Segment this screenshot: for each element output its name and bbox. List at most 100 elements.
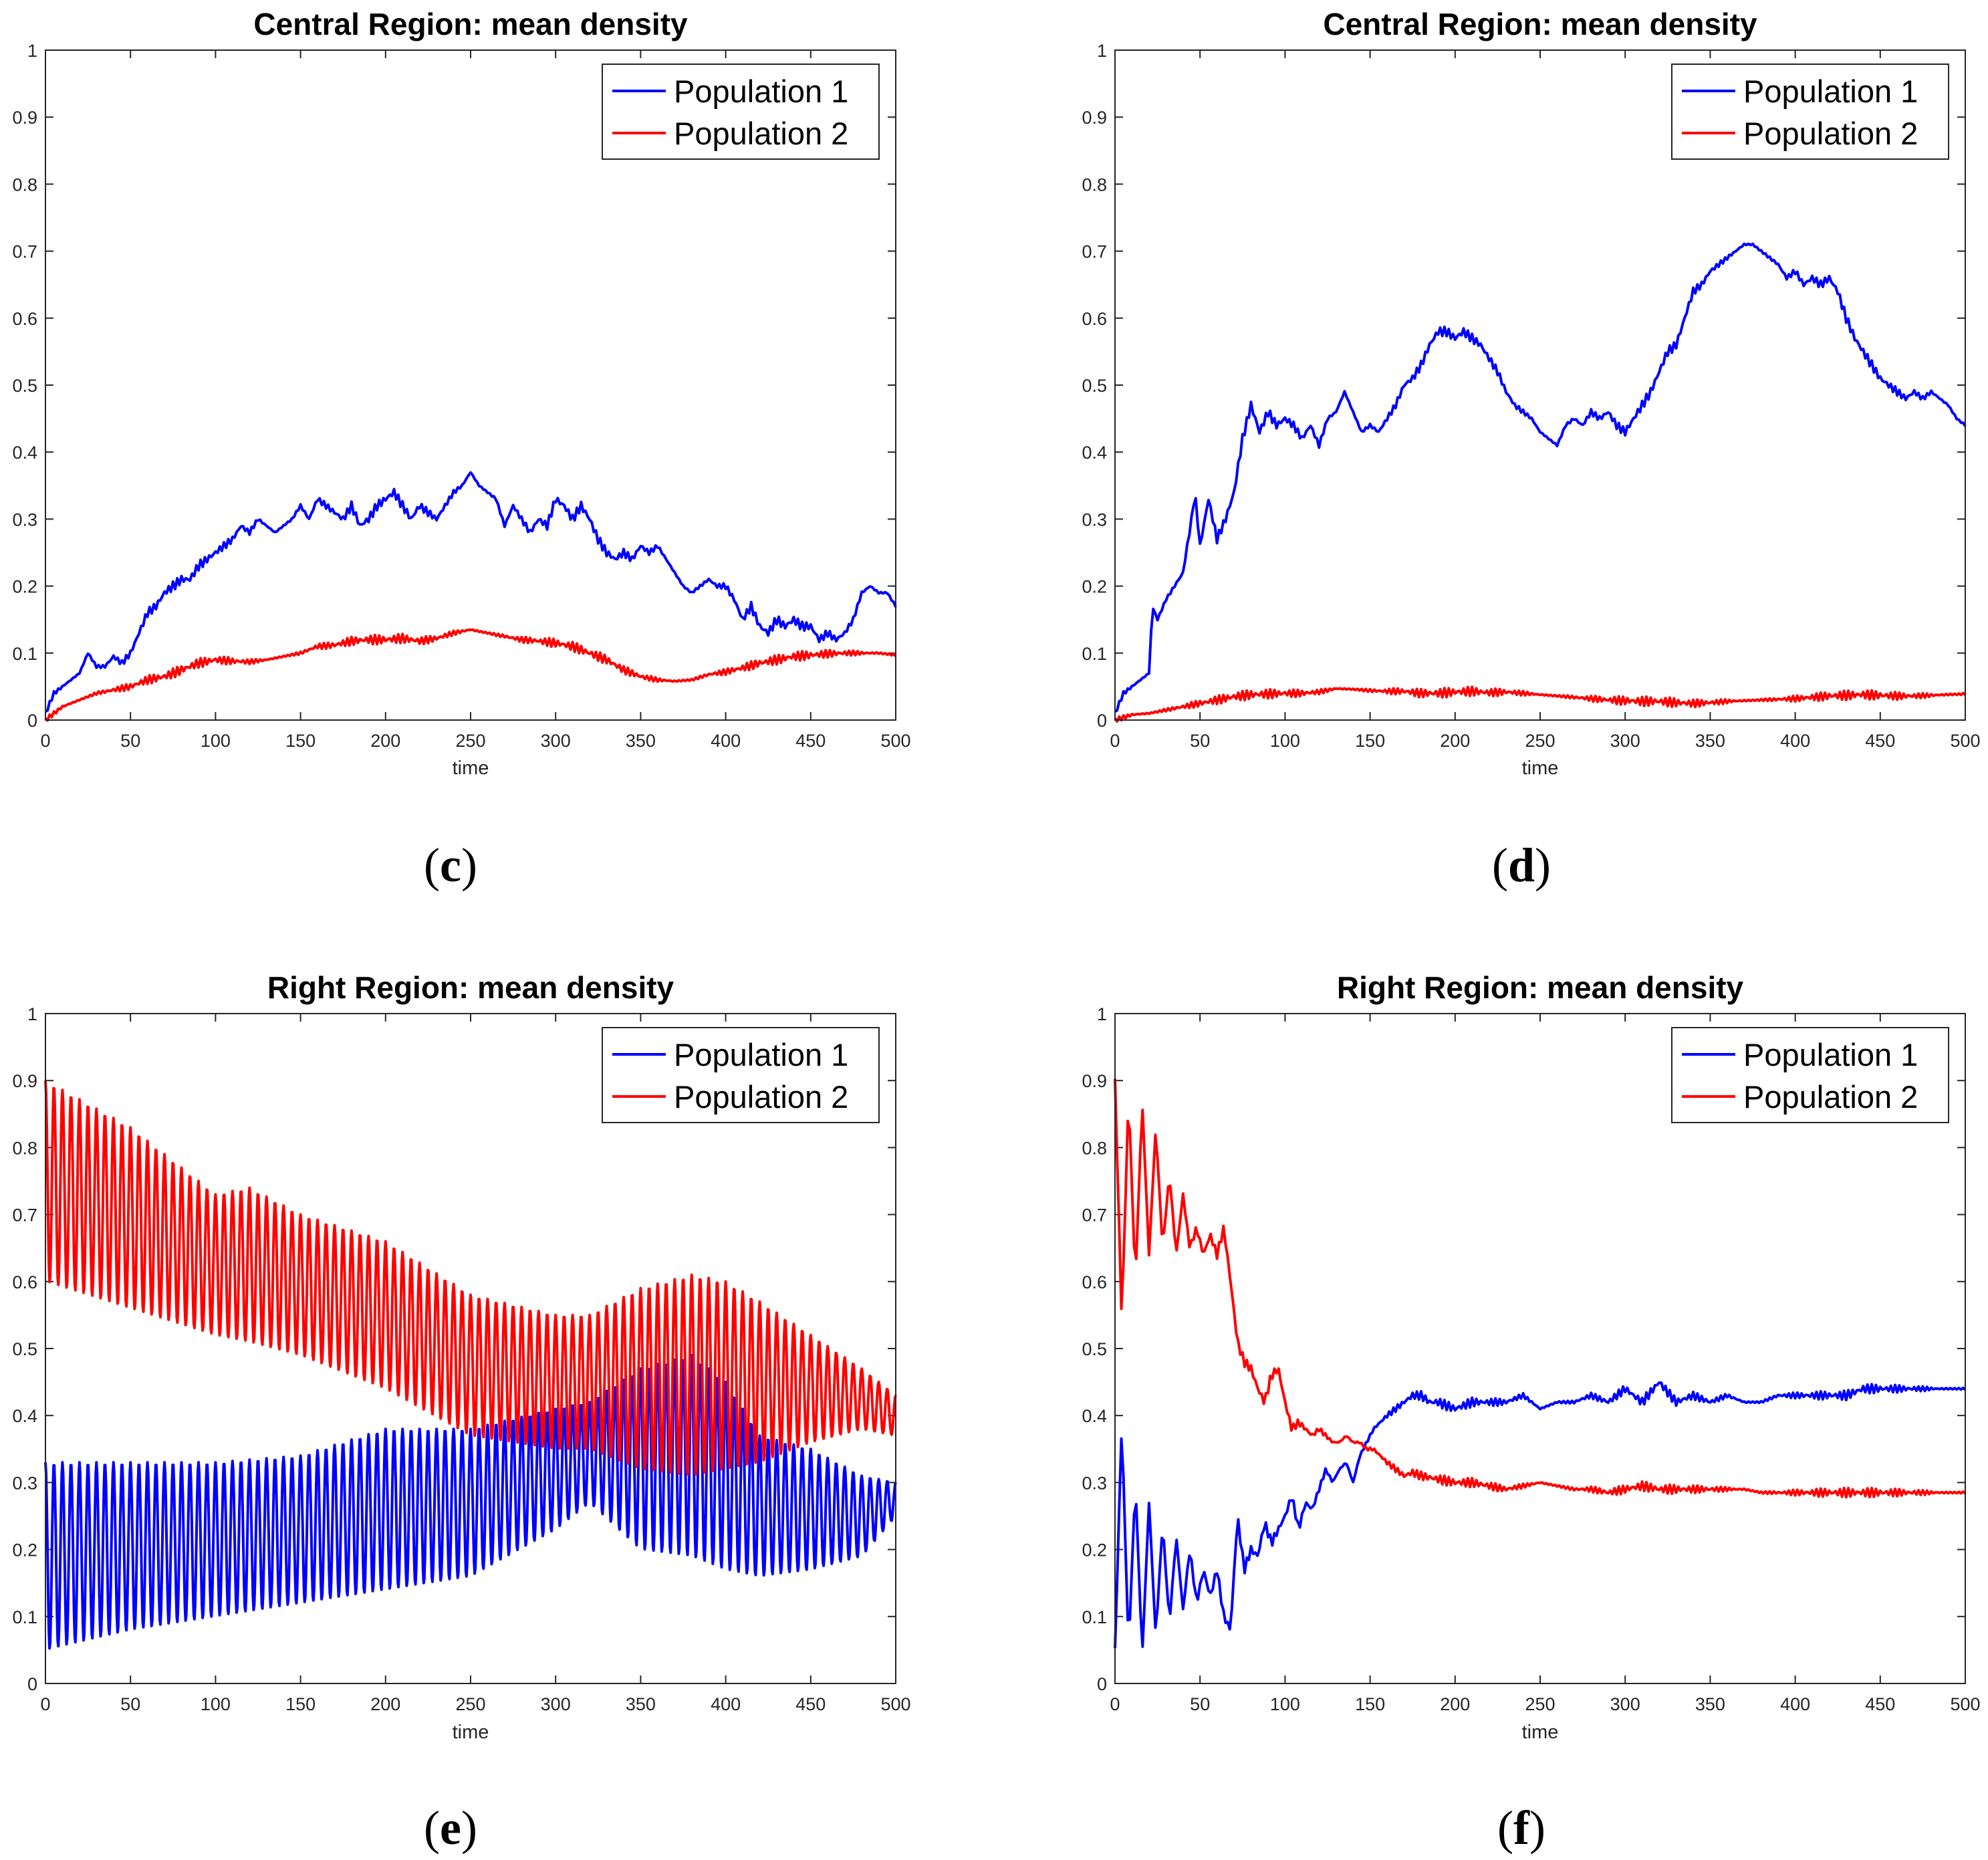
- x-tick-label: 500: [880, 1694, 910, 1714]
- legend-label-population-1: Population 1: [674, 1037, 848, 1072]
- legend-box: [602, 64, 880, 160]
- axis-ticks: 0 50 100 150 200 250 300 350 400 450 500 0 0.1 0.2 0.3…: [12, 41, 910, 751]
- plot-series: [44, 1080, 897, 1650]
- x-tick-label: 400: [1780, 1694, 1810, 1714]
- chart-title: Right Region: mean density: [267, 970, 674, 1005]
- legend-box: [602, 1027, 880, 1123]
- y-tick-label: 0.2: [12, 1540, 37, 1560]
- y-tick-label: 0.7: [1082, 1205, 1107, 1226]
- y-tick-label: 0.5: [12, 376, 37, 396]
- y-tick-label: 0.3: [1082, 1473, 1107, 1493]
- y-tick-label: 0.3: [12, 509, 37, 530]
- x-tick-label: 450: [795, 731, 826, 751]
- y-tick-label: 0.7: [12, 1205, 37, 1226]
- panel-caption-letter: c: [440, 838, 461, 892]
- x-tick-label: 50: [120, 731, 140, 751]
- x-tick-label: 450: [795, 1694, 826, 1714]
- x-tick-label: 150: [1355, 1694, 1385, 1714]
- chart-title: Central Region: mean density: [253, 7, 688, 41]
- x-tick-label: 450: [1865, 1694, 1895, 1714]
- axes-box: [1114, 1013, 1966, 1684]
- x-tick-label: 150: [285, 731, 316, 751]
- y-tick-label: 0.2: [1082, 577, 1107, 597]
- x-tick-label: 350: [1695, 1694, 1725, 1714]
- series-line-population-2: [44, 628, 897, 722]
- legend-label-population-1: Population 1: [1743, 1037, 1918, 1072]
- panel-d: Central Region: mean density 0 50 100 150 20…: [1082, 7, 1980, 892]
- x-tick-label: 350: [626, 731, 656, 751]
- series-line-population-1: [45, 471, 897, 713]
- y-tick-label: 0.6: [1082, 309, 1107, 329]
- y-tick-label: 0.5: [1082, 1339, 1107, 1359]
- x-tick-label: 0: [40, 1694, 50, 1714]
- panel-caption: (f): [1497, 1801, 1545, 1855]
- x-tick-label: 500: [1950, 731, 1980, 751]
- x-tick-label: 100: [201, 731, 231, 751]
- x-tick-label: 50: [1190, 731, 1210, 751]
- panel-f: Right Region: mean density 0 50 100 150 200 2…: [1082, 970, 1980, 1855]
- y-tick-label: 0.8: [12, 1138, 37, 1158]
- y-tick-label: 0.9: [1082, 108, 1107, 128]
- legend-box: [1671, 64, 1949, 160]
- series-line-population-1: [44, 1354, 897, 1650]
- legend: Population 1 Population 2: [602, 64, 880, 160]
- plot-series: [1114, 242, 1967, 723]
- y-tick-label: 0.4: [1082, 1406, 1107, 1426]
- y-tick-label: 0.4: [1082, 443, 1107, 463]
- y-tick-label: 0.9: [12, 108, 37, 128]
- panel-caption-letter: e: [440, 1801, 461, 1855]
- y-tick-label: 0: [27, 1674, 37, 1694]
- y-tick-label: 0: [1097, 711, 1107, 731]
- y-tick-label: 0.1: [1082, 1607, 1107, 1627]
- x-axis-label: time: [453, 758, 489, 779]
- x-tick-label: 300: [1610, 1694, 1640, 1714]
- x-tick-label: 100: [1270, 1694, 1300, 1714]
- x-tick-label: 350: [626, 1694, 656, 1714]
- y-tick-label: 1: [27, 41, 37, 61]
- x-tick-label: 250: [1525, 731, 1555, 751]
- y-tick-label: 0.1: [12, 1607, 37, 1627]
- series-line-population-2: [44, 1080, 897, 1476]
- legend-box: [1671, 1027, 1949, 1123]
- y-tick-label: 0.3: [1082, 509, 1107, 530]
- axes-box: [1114, 49, 1966, 721]
- y-tick-label: 0.9: [1082, 1071, 1107, 1091]
- y-tick-label: 0.4: [12, 1406, 37, 1426]
- y-tick-label: 0.7: [12, 242, 37, 262]
- y-tick-label: 0.2: [1082, 1540, 1107, 1560]
- y-tick-label: 0.9: [12, 1071, 37, 1091]
- chart-title: Right Region: mean density: [1337, 970, 1744, 1005]
- x-axis-label: time: [453, 1722, 489, 1743]
- y-tick-label: 0.2: [12, 577, 37, 597]
- x-tick-label: 500: [880, 731, 910, 751]
- x-tick-label: 300: [1610, 731, 1640, 751]
- legend-label-population-2: Population 2: [1743, 1079, 1918, 1115]
- panel-caption: (c): [424, 838, 477, 892]
- x-tick-label: 200: [1440, 1694, 1470, 1714]
- x-axis-label: time: [1522, 1722, 1559, 1743]
- x-tick-label: 50: [1190, 1694, 1210, 1714]
- y-tick-label: 0.7: [1082, 242, 1107, 262]
- panel-caption-letter: d: [1508, 838, 1535, 892]
- x-tick-label: 400: [711, 731, 741, 751]
- y-tick-label: 0.5: [1082, 376, 1107, 396]
- legend-label-population-2: Population 2: [1743, 116, 1918, 151]
- x-tick-label: 200: [1440, 731, 1470, 751]
- x-tick-label: 200: [370, 1694, 400, 1714]
- y-tick-label: 0: [27, 711, 37, 731]
- legend: Population 1 Population 2: [1671, 64, 1949, 160]
- y-tick-label: 0.8: [12, 175, 37, 195]
- series-line-population-1: [1114, 1381, 1967, 1649]
- x-tick-label: 150: [285, 1694, 316, 1714]
- y-tick-label: 0.5: [12, 1339, 37, 1359]
- x-tick-label: 150: [1355, 731, 1385, 751]
- series-line-population-2: [1114, 1078, 1967, 1499]
- x-tick-label: 450: [1865, 731, 1895, 751]
- x-tick-label: 400: [1780, 731, 1810, 751]
- x-tick-label: 300: [541, 731, 571, 751]
- plot-series: [1114, 1078, 1967, 1649]
- panel-caption-letter: f: [1513, 1801, 1530, 1855]
- x-tick-label: 500: [1950, 1694, 1980, 1714]
- axis-ticks: 0 50 100 150 200 250 300 350 400 450 500 0 0.1 0.2 0.3…: [1082, 41, 1980, 751]
